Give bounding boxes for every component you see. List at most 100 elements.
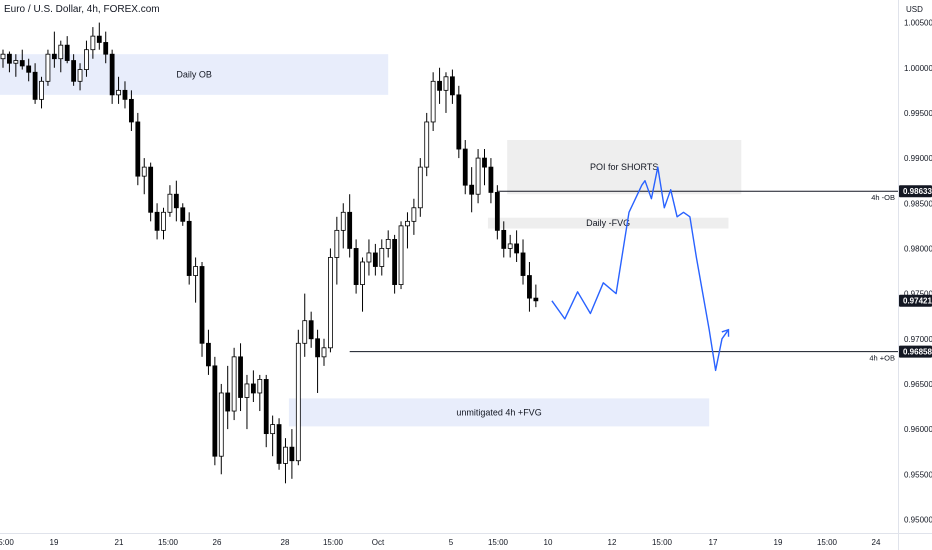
candle-body	[13, 60, 19, 64]
candle-body	[148, 166, 154, 213]
candle-body	[199, 266, 205, 344]
candle-body	[0, 53, 6, 60]
candle-body	[128, 98, 134, 123]
candle-body	[295, 342, 301, 462]
time-tick-label: 5	[449, 538, 454, 547]
currency-label: USD	[906, 5, 923, 14]
candle-body	[167, 193, 173, 213]
candle-body	[263, 379, 269, 435]
candle-body	[212, 365, 218, 457]
zone-daily-fvg	[487, 217, 729, 229]
level-label: 4h -OB	[871, 193, 895, 202]
time-tick-label: 28	[281, 538, 290, 547]
candle-body	[51, 53, 57, 60]
candle-body	[360, 261, 365, 285]
candle-body	[32, 71, 38, 100]
candle-body	[456, 94, 462, 150]
candle-body	[39, 80, 44, 100]
candle-body	[533, 297, 539, 302]
price-tick-label: 0.99500	[904, 109, 932, 118]
candle-body	[527, 275, 532, 299]
candle-body	[315, 338, 320, 358]
candle-body	[424, 121, 430, 168]
chart-title: Euro / U.S. Dollar, 4h, FOREX.com	[4, 4, 160, 15]
time-axis[interactable]: 5:00 19 21 15:00 26 28 15:00 Oct 5 15:00 10 12 15:00…	[0, 538, 881, 547]
candle-body	[514, 243, 519, 254]
candle-body	[135, 121, 141, 177]
candle-body	[443, 76, 449, 91]
time-tick-label: 15:00	[817, 538, 838, 547]
time-tick-label: 15:00	[323, 538, 344, 547]
zone-label: Daily OB	[176, 70, 212, 80]
candle-body	[405, 220, 410, 227]
candle-body	[186, 220, 192, 276]
last-price-tag-bg	[899, 294, 932, 307]
candle-body	[64, 44, 70, 61]
candle-body	[180, 207, 186, 222]
candle-body	[366, 252, 372, 263]
price-tick-label: 1.00500	[904, 19, 932, 28]
candle-body	[250, 383, 256, 394]
zone-daily-ob	[0, 54, 389, 95]
level-price-tag-bg	[899, 345, 932, 358]
last-price-tag: 0.97421	[903, 297, 932, 306]
candle-body	[340, 211, 346, 231]
candle-body	[103, 42, 109, 55]
level-price-tag-bg	[899, 185, 932, 198]
time-tick-label: 12	[608, 538, 617, 547]
candle-body	[7, 53, 12, 64]
candle-body	[173, 193, 179, 209]
candle-body	[334, 229, 340, 258]
candle-body	[109, 53, 115, 96]
candle-body	[411, 207, 417, 222]
projection-arrowhead	[721, 328, 730, 337]
time-tick-label: 10	[544, 538, 553, 547]
price-tick-label: 0.96000	[904, 425, 932, 434]
candle-body	[58, 44, 64, 60]
candle-body	[289, 446, 295, 462]
candle-body	[347, 211, 353, 249]
candle-body	[308, 320, 314, 340]
candle-body	[45, 53, 51, 82]
candle-body	[328, 257, 333, 349]
candle-body	[77, 69, 83, 82]
time-tick-label: 26	[213, 538, 222, 547]
time-tick-label: 15:00	[488, 538, 509, 547]
candle-body	[482, 157, 487, 168]
candle-body	[437, 80, 442, 91]
candle-body	[161, 211, 166, 231]
candle-body	[353, 248, 359, 285]
price-tick-label: 0.98000	[904, 244, 932, 253]
candle-body	[96, 35, 102, 43]
candle-body	[283, 446, 288, 464]
time-tick-label: 19	[50, 538, 59, 547]
candle-body	[90, 35, 96, 51]
candle-body	[276, 424, 282, 464]
zones: Daily OB POI for SHORTS Daily -FVG unmitiga…	[0, 54, 742, 427]
level-price-tag: 0.98633	[903, 187, 932, 196]
price-tick-label: 0.99000	[904, 154, 932, 163]
zone-label: Daily -FVG	[586, 218, 630, 228]
price-axis[interactable]: USD 0.95000 0.95500 0.96000 0.96500 0.97000 0.…	[899, 5, 932, 524]
candle-body	[218, 392, 224, 457]
zone-label: unmitigated 4h +FVG	[456, 407, 541, 417]
candle-body	[19, 60, 25, 67]
candle-body	[494, 192, 500, 231]
zone-label: POI for SHORTS	[590, 162, 658, 172]
candle-body	[225, 392, 231, 412]
candle-body	[141, 166, 147, 177]
candle-body	[302, 320, 308, 344]
zone-poi-for-shorts	[507, 140, 742, 195]
price-tick-label: 1.00000	[904, 64, 932, 73]
candle-body	[475, 157, 481, 195]
candle-body	[84, 49, 89, 70]
time-tick-label: Oct	[372, 538, 385, 547]
time-tick-label: 19	[774, 538, 783, 547]
level-price-tag: 0.96858	[903, 348, 932, 357]
candle-body	[257, 379, 263, 394]
candle-body	[231, 356, 237, 412]
candle-body	[501, 229, 507, 249]
candle-body	[469, 184, 475, 195]
